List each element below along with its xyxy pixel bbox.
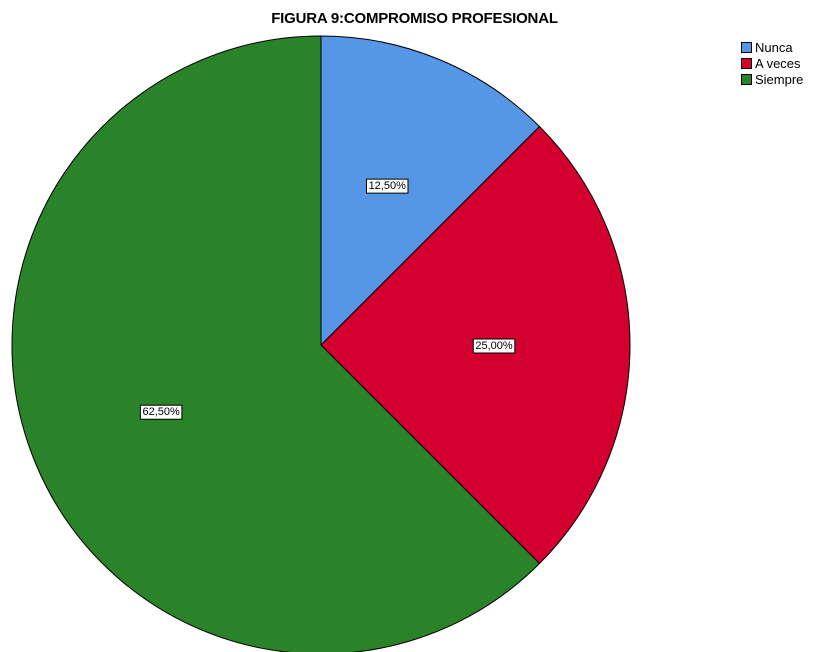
legend-label-siempre: Siempre bbox=[755, 71, 804, 87]
pie-label-box-nunca bbox=[365, 178, 409, 194]
legend-item-siempre: Siempre bbox=[741, 71, 803, 87]
pie-slice-siempre bbox=[11, 35, 541, 652]
pie-slice-nunca bbox=[320, 35, 541, 347]
legend-swatch-nunca bbox=[741, 41, 752, 53]
pie-label-a-veces: 25,00% bbox=[472, 338, 516, 354]
legend-label-nunca: Nunca bbox=[755, 39, 793, 55]
legend-item-a-veces: A veces bbox=[741, 55, 803, 71]
legend-label-a-veces: A veces bbox=[755, 55, 801, 71]
pie-label-nunca: 12,50% bbox=[365, 178, 409, 194]
pie-label-box-siempre bbox=[139, 404, 183, 420]
legend-swatch-a-veces bbox=[741, 57, 752, 69]
pie-label-text-nunca: 12,50% bbox=[369, 180, 407, 192]
pie-label-text-siempre: 62,50% bbox=[142, 406, 180, 418]
pie-label-text-a-veces: 25,00% bbox=[475, 340, 513, 352]
chart-title: FIGURA 9:COMPROMISO PROFESIONAL bbox=[271, 10, 558, 27]
pie-label-box-a-veces bbox=[472, 338, 516, 354]
legend-swatch-siempre bbox=[741, 73, 752, 85]
pie-label-siempre: 62,50% bbox=[139, 404, 183, 420]
legend-item-nunca: Nunca bbox=[741, 39, 803, 55]
legend: Nunca A veces Siempre bbox=[741, 39, 803, 87]
